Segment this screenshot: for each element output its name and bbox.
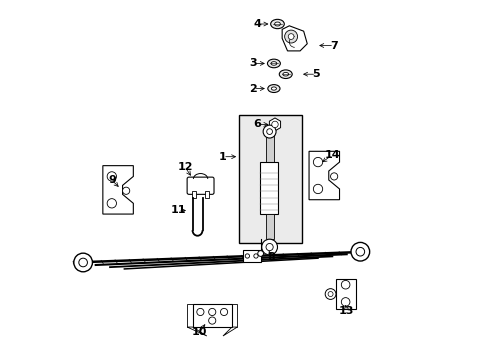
Circle shape xyxy=(208,317,215,324)
Bar xyxy=(242,249,260,262)
Text: 5: 5 xyxy=(312,69,319,79)
Circle shape xyxy=(284,30,297,43)
FancyBboxPatch shape xyxy=(187,177,214,194)
Text: 2: 2 xyxy=(249,84,257,94)
Circle shape xyxy=(196,309,203,316)
Ellipse shape xyxy=(267,59,280,68)
Text: 9: 9 xyxy=(108,175,116,185)
Bar xyxy=(204,192,208,198)
Circle shape xyxy=(287,34,293,40)
Circle shape xyxy=(265,243,273,251)
Polygon shape xyxy=(187,304,192,327)
Bar xyxy=(265,132,273,162)
Circle shape xyxy=(327,292,332,297)
Bar xyxy=(239,116,301,243)
Text: 12: 12 xyxy=(177,162,193,172)
Circle shape xyxy=(271,121,278,128)
Circle shape xyxy=(325,289,335,300)
Circle shape xyxy=(79,258,87,267)
Circle shape xyxy=(220,309,227,316)
Circle shape xyxy=(261,239,277,255)
Polygon shape xyxy=(187,327,206,336)
Ellipse shape xyxy=(270,19,284,29)
Ellipse shape xyxy=(279,70,292,78)
Ellipse shape xyxy=(282,72,288,76)
Circle shape xyxy=(341,280,349,289)
Circle shape xyxy=(253,254,258,258)
Polygon shape xyxy=(102,166,133,214)
Circle shape xyxy=(257,251,263,256)
Circle shape xyxy=(122,187,129,194)
Circle shape xyxy=(313,184,322,194)
Ellipse shape xyxy=(274,22,280,26)
Circle shape xyxy=(350,242,369,261)
Text: 6: 6 xyxy=(253,120,261,129)
Polygon shape xyxy=(269,118,280,131)
Circle shape xyxy=(107,199,116,208)
Bar xyxy=(265,214,273,239)
Circle shape xyxy=(266,129,272,134)
Circle shape xyxy=(313,157,322,167)
Text: 8: 8 xyxy=(267,252,275,262)
Text: 4: 4 xyxy=(253,19,261,29)
Bar xyxy=(192,304,231,327)
Text: 11: 11 xyxy=(170,206,185,216)
Polygon shape xyxy=(308,151,339,200)
Text: 13: 13 xyxy=(338,306,354,316)
Polygon shape xyxy=(282,26,306,51)
Text: 7: 7 xyxy=(329,41,337,50)
Text: 3: 3 xyxy=(249,58,257,68)
Text: 10: 10 xyxy=(192,327,207,337)
Polygon shape xyxy=(231,304,237,327)
Text: 14: 14 xyxy=(324,150,340,160)
Ellipse shape xyxy=(270,62,276,65)
Bar xyxy=(192,192,196,198)
Circle shape xyxy=(74,253,92,272)
Ellipse shape xyxy=(267,85,280,93)
Circle shape xyxy=(341,298,349,306)
Circle shape xyxy=(107,172,116,181)
Circle shape xyxy=(330,173,337,180)
Circle shape xyxy=(244,254,249,258)
Text: 1: 1 xyxy=(219,152,226,162)
Polygon shape xyxy=(223,327,237,336)
Circle shape xyxy=(355,247,364,256)
Bar xyxy=(335,279,355,309)
Ellipse shape xyxy=(271,87,276,90)
Bar xyxy=(260,162,277,214)
Circle shape xyxy=(263,125,276,138)
Circle shape xyxy=(208,309,215,316)
